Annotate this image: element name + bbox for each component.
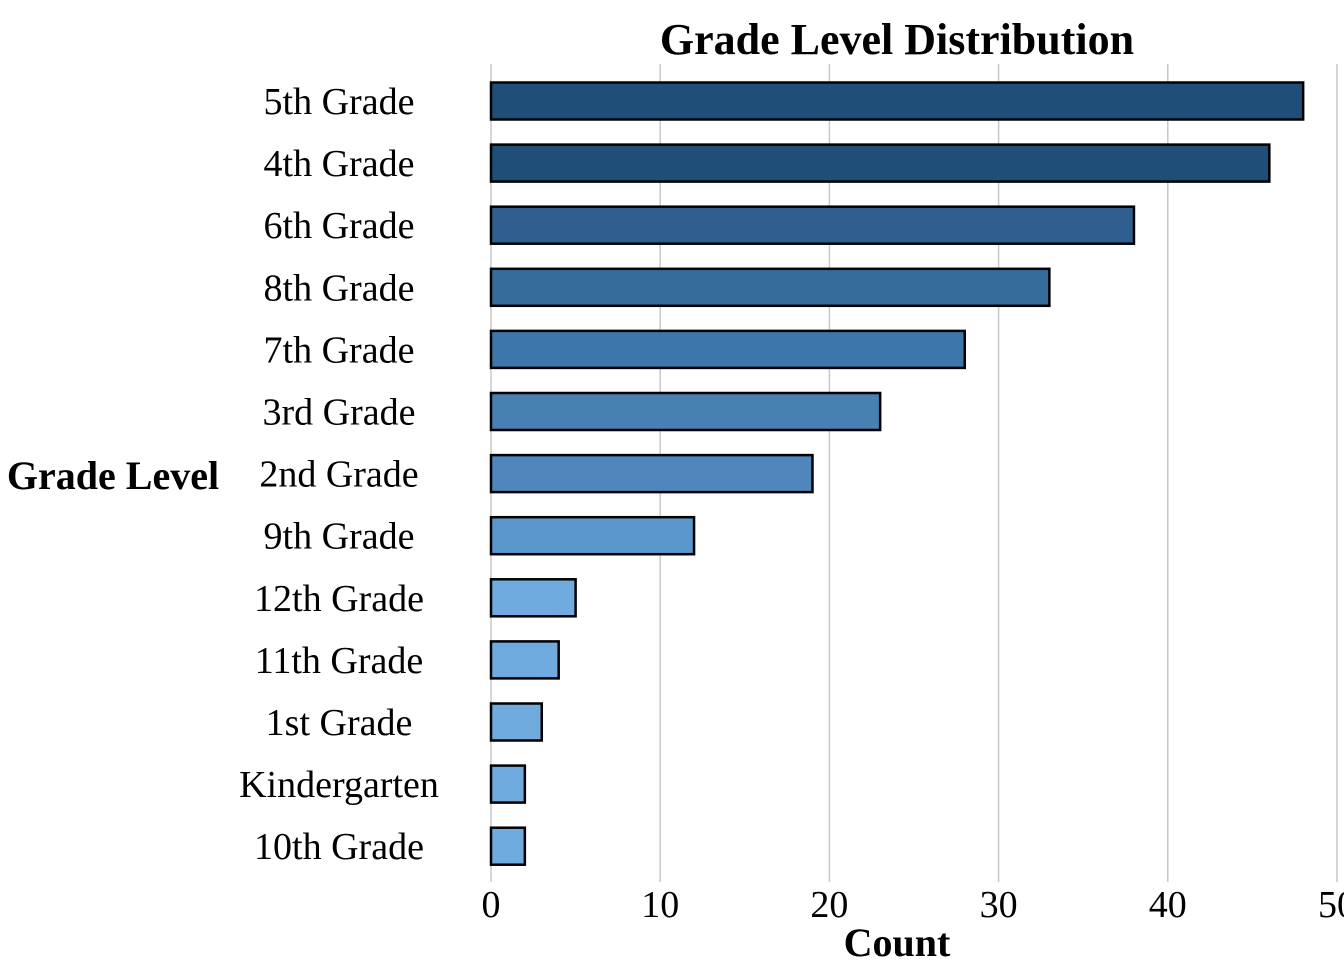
bar-1st-grade [489, 702, 544, 742]
bar-2nd-grade [489, 453, 814, 494]
category-label-9th-grade: 9th Grade [264, 516, 415, 558]
category-label-12th-grade: 12th Grade [254, 578, 424, 620]
category-label-2nd-grade: 2nd Grade [259, 454, 418, 496]
x-tick-label-30: 30 [980, 884, 1018, 926]
category-label-1st-grade: 1st Grade [266, 702, 413, 744]
category-label-11th-grade: 11th Grade [255, 640, 423, 682]
bar-6th-grade [489, 205, 1136, 245]
x-tick-label-10: 10 [641, 884, 679, 926]
category-label-3rd-grade: 3rd Grade [263, 392, 416, 434]
category-label-5th-grade: 5th Grade [264, 81, 415, 123]
bar-12th-grade [489, 578, 577, 618]
bars [489, 81, 1305, 866]
category-label-8th-grade: 8th Grade [264, 267, 415, 309]
x-tick-label-40: 40 [1149, 884, 1187, 926]
x-tick-label-50: 50 [1318, 884, 1344, 926]
bar-11th-grade [489, 640, 560, 680]
bar-10th-grade [489, 826, 527, 866]
bar-8th-grade [489, 267, 1051, 308]
gridlines [490, 64, 1338, 882]
x-tick-label-20: 20 [810, 884, 848, 926]
category-label-10th-grade: 10th Grade [254, 826, 424, 868]
bar-7th-grade [489, 329, 967, 370]
bar-3rd-grade [489, 391, 882, 432]
category-label-kindergarten: Kindergarten [239, 764, 439, 806]
category-labels: 5th Grade 4th Grade 6th Grade 8th Grade 7th … [239, 81, 439, 868]
x-axis-title: Count [844, 920, 951, 960]
bar-5th-grade [489, 81, 1305, 121]
x-tick-label-0: 0 [482, 884, 501, 926]
x-tick-labels: 0 10 20 30 40 50 [482, 884, 1344, 926]
category-label-4th-grade: 4th Grade [264, 143, 415, 185]
bar-kindergarten [489, 764, 527, 804]
bar-4th-grade [489, 143, 1271, 183]
chart-title: Grade Level Distribution [660, 15, 1134, 64]
category-label-6th-grade: 6th Grade [264, 205, 415, 247]
y-axis-title: Grade Level [7, 453, 219, 498]
category-label-7th-grade: 7th Grade [264, 329, 415, 371]
bar-9th-grade [489, 515, 696, 556]
